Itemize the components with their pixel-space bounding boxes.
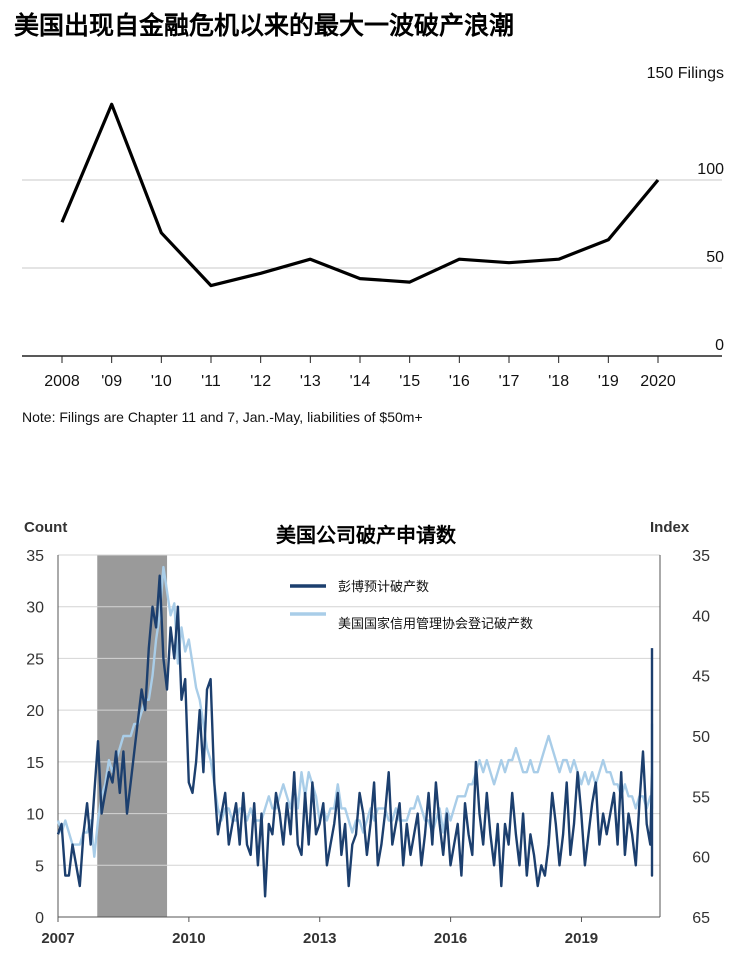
chart2-right-tick-label: 40 [692,608,710,625]
chart2-shaded-period [97,555,168,917]
chart1-x-tick-label: '16 [449,373,470,390]
chart1-filings-line [60,102,660,288]
chart1-gridlines [22,179,722,357]
chart2-left-tick-label: 5 [35,858,44,875]
chart2-x-tick-label: 2010 [172,930,205,947]
legend-label-bloomberg: 彭博预计破产数 [338,580,429,595]
chart1-y-tick-label: 100 [697,161,724,178]
chart2-left-axis-title: Count [24,519,67,536]
chart1-series [60,102,660,288]
chart1-x-tick-label: 2008 [44,373,80,390]
chart1-note: Note: Filings are Chapter 11 and 7, Jan.… [22,409,423,425]
chart2-right-tick-label: 65 [692,910,710,927]
chart2-recession-shade [97,555,168,917]
chart1-y-tick-label: 50 [706,249,724,266]
chart2-right-tick-label: 55 [692,789,710,806]
chart2-x-tick-label: 2013 [303,930,336,947]
chart2-left-tick-label: 30 [26,600,44,617]
chart2-right-tick-label: 35 [692,548,710,565]
chart1-y-tick-label: 150 Filings [647,65,724,82]
chart2-left-tick-label: 25 [26,651,44,668]
chart2-left-tick-label: 10 [26,807,44,824]
chart1-x-tick-label: '11 [201,373,221,390]
page-title: 美国出现自金融危机以来的最大一波破产浪潮 [14,11,515,40]
chart2-x-tick-label: 2016 [434,930,467,947]
chart1-x-tick-label: '15 [399,373,420,390]
chart2-right-axis-title: Index [650,519,690,536]
chart1-y-tick-label: 0 [715,337,724,354]
chart1-x-tick-label: '09 [101,373,122,390]
chart1-x-tick-label: '18 [548,373,569,390]
chart1-x-axis: 2008 '09 '10 '11 '12 '13 '14 '15 '16 '17 '18 '19 202… [44,356,676,390]
chart2-right-tick-label: 50 [692,729,710,746]
filings-chart: 0 50 100 150 Filings 2008 '09 '10 '11 '12 '13 '14… [22,65,724,425]
chart1-x-tick-label: '17 [499,373,520,390]
chart2-series [56,565,654,898]
chart2-left-tick-label: 35 [26,548,44,565]
chart2-left-tick-label: 15 [26,755,44,772]
chart1-x-tick-label: '12 [250,373,271,390]
legend-label-nacm: 美国国家信用管理协会登记破产数 [338,616,533,632]
chart2-x-tick-label: 2007 [41,930,74,947]
chart1-x-tick-label: '13 [300,373,321,390]
chart2-axes: 0 5 10 15 20 25 30 35 35 40 45 50 55 60 65 2007 2010 2013… [26,548,710,947]
chart2-legend: 彭博预计破产数 美国国家信用管理协会登记破产数 [290,580,533,632]
chart2-left-tick-label: 0 [35,910,44,927]
chart2-x-tick-label: 2019 [565,930,598,947]
bankruptcy-chart: 0 5 10 15 20 25 30 35 35 40 45 50 55 60 65 2007 2010 2013… [24,519,710,947]
chart1-y-tick-labels: 0 50 100 150 Filings [647,65,724,354]
chart1-x-tick-label: 2020 [640,373,676,390]
chart2-right-tick-label: 45 [692,669,710,686]
chart2-title: 美国公司破产申请数 [276,523,457,547]
chart1-x-tick-label: '10 [151,373,172,390]
chart2-right-tick-label: 60 [692,850,710,867]
chart1-x-tick-label: '14 [350,373,371,390]
chart2-left-tick-label: 20 [26,703,44,720]
chart2-bloomberg-line [56,574,654,898]
chart1-x-tick-label: '19 [598,373,619,390]
